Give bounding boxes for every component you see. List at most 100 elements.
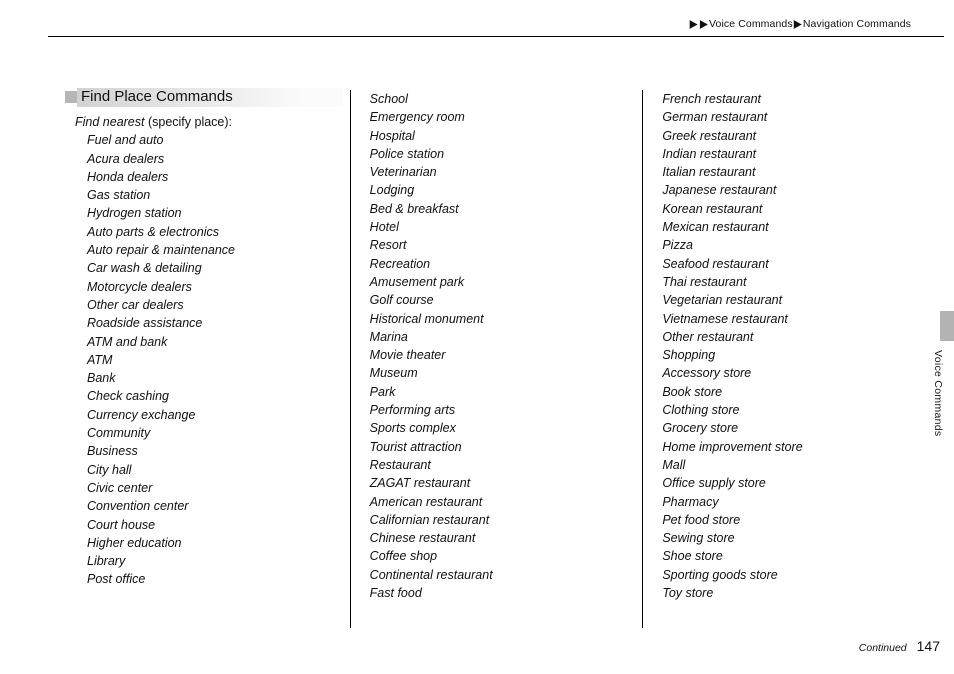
breadcrumb-seg-2: Navigation Commands: [803, 18, 911, 30]
list-item: Auto parts & electronics: [87, 223, 343, 241]
list-item: Car wash & detailing: [87, 259, 343, 277]
list-item: Performing arts: [370, 401, 636, 419]
list-item: City hall: [87, 461, 343, 479]
column-1: Find Place Commands Find nearest (specif…: [65, 88, 343, 630]
list-item: Resort: [370, 236, 636, 254]
page-number: 147: [917, 638, 940, 654]
list-item: Italian restaurant: [662, 163, 928, 181]
list-item: Police station: [370, 145, 636, 163]
arrow-icon: ▶: [794, 17, 802, 30]
arrow-icon: ▶: [690, 17, 698, 30]
section-title: Find Place Commands: [77, 88, 343, 107]
list-item: Hospital: [370, 127, 636, 145]
list-item: Shoe store: [662, 547, 928, 565]
intro-line: Find nearest (specify place):: [75, 113, 343, 131]
list-item: Emergency room: [370, 108, 636, 126]
side-section-label: Voice Commands: [932, 350, 944, 437]
intro-command: Find nearest: [75, 115, 144, 129]
list-item: Hydrogen station: [87, 204, 343, 222]
breadcrumb-seg-1: Voice Commands: [709, 18, 793, 30]
list-item: Amusement park: [370, 273, 636, 291]
breadcrumb: ▶▶Voice Commands▶Navigation Commands: [689, 18, 911, 30]
content-area: Find Place Commands Find nearest (specif…: [65, 88, 928, 630]
list-item: Currency exchange: [87, 406, 343, 424]
list-item: Office supply store: [662, 474, 928, 492]
list-item: Park: [370, 383, 636, 401]
list-item: Japanese restaurant: [662, 181, 928, 199]
list-item: American restaurant: [370, 493, 636, 511]
list-item: Sewing store: [662, 529, 928, 547]
list-item: Korean restaurant: [662, 200, 928, 218]
list-item: Gas station: [87, 186, 343, 204]
list-item: Clothing store: [662, 401, 928, 419]
list-item: Continental restaurant: [370, 566, 636, 584]
places-list-3: French restaurantGerman restaurantGreek …: [650, 90, 928, 602]
list-item: Other car dealers: [87, 296, 343, 314]
column-divider: [642, 90, 643, 628]
list-item: Greek restaurant: [662, 127, 928, 145]
places-list-1: Fuel and autoAcura dealersHonda dealersG…: [65, 131, 343, 588]
list-item: Restaurant: [370, 456, 636, 474]
list-item: Convention center: [87, 497, 343, 515]
list-item: German restaurant: [662, 108, 928, 126]
list-item: Library: [87, 552, 343, 570]
list-item: Business: [87, 442, 343, 460]
list-item: Pet food store: [662, 511, 928, 529]
list-item: Other restaurant: [662, 328, 928, 346]
list-item: Home improvement store: [662, 438, 928, 456]
list-item: Golf course: [370, 291, 636, 309]
list-item: Seafood restaurant: [662, 255, 928, 273]
continued-label: Continued: [859, 642, 907, 654]
list-item: Hotel: [370, 218, 636, 236]
list-item: Fast food: [370, 584, 636, 602]
side-tab-marker: [940, 311, 954, 341]
list-item: ZAGAT restaurant: [370, 474, 636, 492]
list-item: Roadside assistance: [87, 314, 343, 332]
list-item: Historical monument: [370, 310, 636, 328]
column-3: French restaurantGerman restaurantGreek …: [650, 88, 928, 630]
list-item: French restaurant: [662, 90, 928, 108]
list-item: Vegetarian restaurant: [662, 291, 928, 309]
list-item: Vietnamese restaurant: [662, 310, 928, 328]
list-item: Coffee shop: [370, 547, 636, 565]
list-item: Community: [87, 424, 343, 442]
list-item: Fuel and auto: [87, 131, 343, 149]
list-item: Auto repair & maintenance: [87, 241, 343, 259]
square-bullet-icon: [65, 91, 77, 103]
list-item: Bed & breakfast: [370, 200, 636, 218]
list-item: Mexican restaurant: [662, 218, 928, 236]
column-2: SchoolEmergency roomHospitalPolice stati…: [358, 88, 636, 630]
list-item: Civic center: [87, 479, 343, 497]
header-rule: [48, 36, 944, 37]
list-item: Acura dealers: [87, 150, 343, 168]
list-item: Book store: [662, 383, 928, 401]
list-item: ATM and bank: [87, 333, 343, 351]
list-item: Veterinarian: [370, 163, 636, 181]
places-list-2: SchoolEmergency roomHospitalPolice stati…: [358, 90, 636, 602]
page: ▶▶Voice Commands▶Navigation Commands Fin…: [0, 0, 954, 674]
list-item: Sporting goods store: [662, 566, 928, 584]
list-item: Tourist attraction: [370, 438, 636, 456]
list-item: Court house: [87, 516, 343, 534]
list-item: Lodging: [370, 181, 636, 199]
list-item: Shopping: [662, 346, 928, 364]
intro-rest: (specify place):: [144, 115, 232, 129]
list-item: Grocery store: [662, 419, 928, 437]
list-item: Museum: [370, 364, 636, 382]
list-item: Motorcycle dealers: [87, 278, 343, 296]
list-item: Accessory store: [662, 364, 928, 382]
list-item: Californian restaurant: [370, 511, 636, 529]
list-item: Bank: [87, 369, 343, 387]
list-item: Higher education: [87, 534, 343, 552]
list-item: Pharmacy: [662, 493, 928, 511]
list-item: Post office: [87, 570, 343, 588]
section-heading: Find Place Commands: [65, 88, 343, 107]
list-item: ATM: [87, 351, 343, 369]
list-item: Movie theater: [370, 346, 636, 364]
list-item: Toy store: [662, 584, 928, 602]
list-item: Indian restaurant: [662, 145, 928, 163]
list-item: Thai restaurant: [662, 273, 928, 291]
list-item: Marina: [370, 328, 636, 346]
list-item: Check cashing: [87, 387, 343, 405]
list-item: School: [370, 90, 636, 108]
